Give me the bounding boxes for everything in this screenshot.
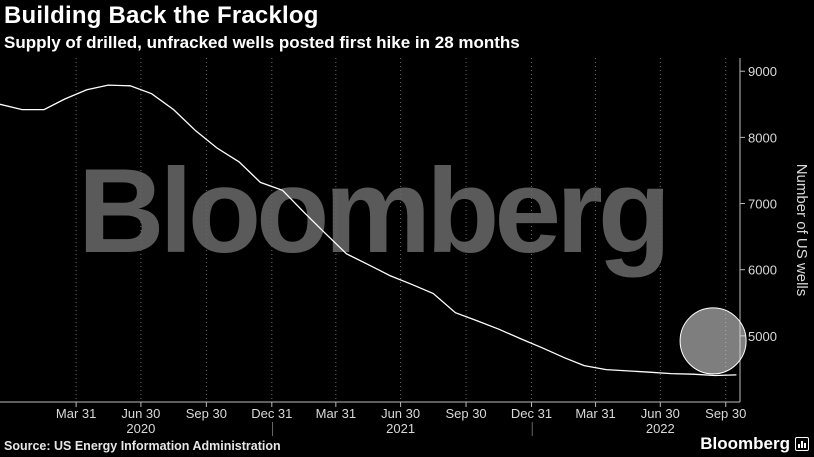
year-label: 2022	[646, 421, 675, 436]
y-tick-label: 9000	[748, 64, 777, 79]
y-tick-label: 7000	[748, 197, 777, 212]
x-tick-label: Sep 30	[445, 406, 486, 421]
year-label: 2021	[386, 421, 415, 436]
year-label: 2020	[126, 421, 155, 436]
y-tick-label: 6000	[748, 263, 777, 278]
chart-icon	[795, 437, 809, 451]
chart-subtitle: Supply of drilled, unfracked wells poste…	[4, 33, 520, 52]
x-tick-label: Jun 30	[381, 406, 420, 421]
x-tick-label: Dec 31	[511, 406, 552, 421]
tick-labels: Mar 31 Jun 30 Sep 30 Dec 31 Mar 31 Jun 30 Sep …	[56, 64, 810, 436]
x-tick-label: Mar 31	[56, 406, 96, 421]
x-tick-label: Mar 31	[316, 406, 356, 421]
x-tick-label: Sep 30	[705, 406, 746, 421]
series-group	[0, 84, 747, 377]
highlight-circle	[679, 307, 747, 375]
brand-logo: Bloomberg	[700, 434, 790, 453]
watermark-logo: Bloomberg	[78, 144, 666, 278]
x-tick-label: Mar 31	[575, 406, 615, 421]
y-tick-label: 5000	[748, 329, 777, 344]
chart-grid	[75, 58, 727, 402]
y-axis-label: Number of US wells	[793, 164, 810, 297]
x-tick-label: Jun 30	[121, 406, 160, 421]
x-tick-label: Dec 31	[251, 406, 292, 421]
x-tick-label: Sep 30	[186, 406, 227, 421]
chart-title: Building Back the Fracklog	[4, 2, 319, 29]
source-note: Source: US Energy Information Administra…	[4, 439, 281, 453]
series-line	[0, 84, 737, 377]
x-tick-label: Jun 30	[641, 406, 680, 421]
y-tick-label: 8000	[748, 130, 777, 145]
